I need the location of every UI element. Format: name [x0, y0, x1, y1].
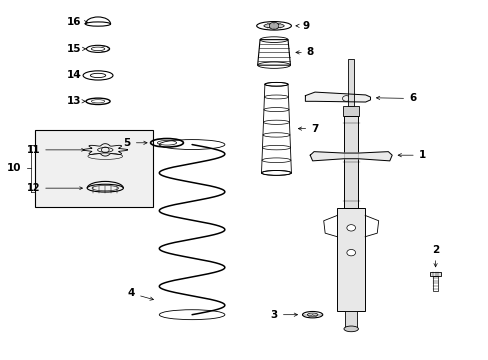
Circle shape [269, 22, 278, 30]
Text: 2: 2 [431, 245, 438, 267]
Text: 8: 8 [295, 48, 313, 57]
Text: 4: 4 [127, 288, 153, 300]
Text: 10: 10 [6, 163, 21, 174]
Bar [429, 272, 440, 276]
Text: 5: 5 [123, 138, 147, 148]
Polygon shape [305, 92, 370, 102]
Circle shape [346, 249, 355, 256]
Text: 14: 14 [66, 71, 81, 80]
Circle shape [346, 225, 355, 231]
Text: 11: 11 [27, 145, 84, 155]
Text: 12: 12 [27, 183, 82, 193]
Bar [347, 59, 353, 105]
Bar [432, 276, 437, 291]
Bar [337, 208, 365, 311]
Text: 9: 9 [295, 21, 309, 31]
Text: 3: 3 [270, 310, 297, 320]
Bar [35, 130, 153, 207]
Polygon shape [309, 152, 391, 161]
Bar [343, 116, 358, 208]
Text: 15: 15 [66, 44, 85, 54]
Bar [343, 105, 358, 116]
Text: 1: 1 [397, 150, 425, 160]
Bar [345, 311, 356, 329]
Text: 6: 6 [376, 94, 415, 103]
Text: 16: 16 [66, 17, 87, 27]
Text: 7: 7 [298, 123, 318, 134]
Ellipse shape [343, 326, 358, 332]
Text: 13: 13 [66, 96, 85, 106]
